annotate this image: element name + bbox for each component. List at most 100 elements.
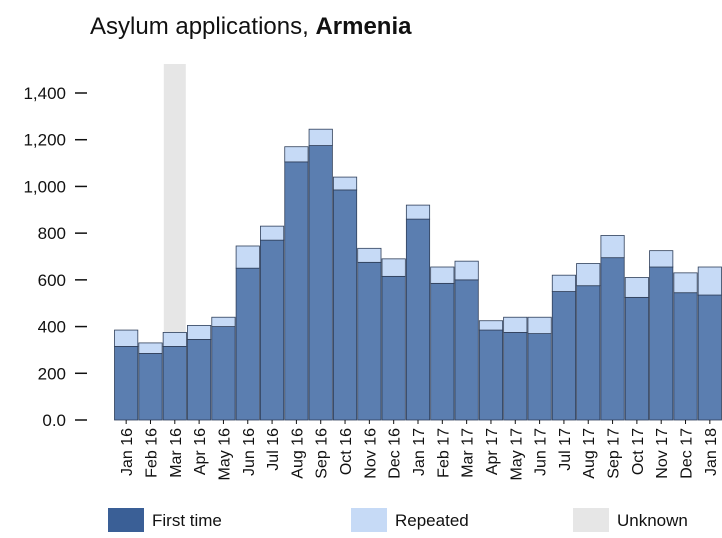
bar-repeated <box>673 272 698 294</box>
y-tick-label: 400 <box>38 318 66 337</box>
x-tick-label: May 16 <box>216 428 233 481</box>
y-tick-label: 1,400 <box>23 84 66 103</box>
bar-first-time <box>138 353 163 421</box>
x-tick-label: Mar 17 <box>460 428 477 478</box>
chart-title: Asylum applications, Armenia <box>90 13 412 40</box>
x-tick-label: Mar 16 <box>168 428 185 478</box>
x-tick-label: Jul 17 <box>557 428 574 471</box>
x-tick-label: Dec 17 <box>679 428 696 479</box>
bar-first-time <box>211 326 236 421</box>
x-tick-label: Dec 16 <box>387 428 404 479</box>
x-tick-label: Feb 17 <box>435 428 452 478</box>
bar-first-time <box>576 285 601 421</box>
bar-repeated <box>527 316 552 334</box>
bar-first-time <box>527 333 552 421</box>
bar-first-time <box>114 346 139 421</box>
bar-repeated <box>600 235 625 259</box>
unknown-highlight-layer <box>163 64 186 420</box>
y-tick-label: 600 <box>38 271 66 290</box>
bar-first-time <box>551 291 576 421</box>
bar-repeated <box>187 324 212 340</box>
bar-repeated <box>405 204 431 220</box>
bar-first-time <box>478 329 504 421</box>
x-tick-label: Oct 16 <box>338 428 355 475</box>
legend: First time Repeated Unknown <box>108 508 688 532</box>
bar-first-time <box>357 261 382 421</box>
unknown-band <box>163 64 186 420</box>
x-tick-label: Sep 16 <box>314 428 331 479</box>
bar-first-time <box>600 257 625 421</box>
bar-first-time <box>162 346 187 421</box>
bar-repeated <box>503 316 528 333</box>
bar-repeated <box>551 274 576 292</box>
bar-first-time <box>187 339 212 421</box>
legend-swatch-repeated <box>351 508 387 532</box>
x-tick-label: May 17 <box>508 428 525 481</box>
bar-repeated <box>284 146 309 163</box>
bar-repeated <box>454 260 479 281</box>
x-tick-label: Aug 17 <box>581 428 598 479</box>
bar-repeated <box>624 277 649 298</box>
bar-first-time <box>454 279 479 421</box>
x-tick-label: Apr 17 <box>484 428 501 475</box>
bar-first-time <box>235 267 260 421</box>
bar-first-time <box>503 332 528 421</box>
bar-repeated <box>576 263 601 287</box>
y-tick-label: 800 <box>38 224 66 243</box>
x-tick-label: Sep 17 <box>606 428 623 479</box>
bars-layer <box>114 128 722 421</box>
bar-repeated <box>649 250 674 268</box>
bar-first-time <box>405 218 431 421</box>
bar-repeated <box>430 266 455 284</box>
x-tick-label: Jan 18 <box>703 428 720 476</box>
bar-repeated <box>138 342 163 354</box>
bar-first-time <box>649 266 674 421</box>
y-tick-label: 0.0 <box>42 411 66 430</box>
y-tick-label: 200 <box>38 364 66 383</box>
bar-first-time <box>624 296 649 421</box>
x-tick-label: Nov 17 <box>654 428 671 479</box>
bar-repeated <box>357 247 382 263</box>
bar-first-time <box>284 161 309 421</box>
bar-repeated <box>332 176 358 191</box>
bar-first-time <box>430 282 455 421</box>
chart-title-emphasis: Armenia <box>315 13 412 40</box>
x-tick-label: Jan 16 <box>119 428 136 476</box>
x-tick-label: Oct 17 <box>630 428 647 475</box>
x-axis: Jan 16 Feb 16 Mar 16 Apr 16 May 16 Jun 16 Jul … <box>119 420 720 480</box>
y-tick-label: 1,000 <box>23 177 66 196</box>
bar-first-time <box>332 189 358 421</box>
bar-first-time <box>308 145 333 421</box>
legend-swatch-first-time <box>108 508 144 532</box>
legend-label-unknown: Unknown <box>617 511 688 530</box>
x-tick-label: Jun 17 <box>533 428 550 476</box>
bar-first-time <box>381 275 406 421</box>
x-tick-label: Jan 17 <box>411 428 428 476</box>
x-tick-label: Apr 16 <box>192 428 209 475</box>
x-tick-label: Jun 16 <box>241 428 258 476</box>
x-tick-label: Aug 16 <box>289 428 306 479</box>
bar-repeated <box>308 128 333 146</box>
y-tick-label: 1,200 <box>23 131 66 150</box>
bar-repeated <box>478 320 504 331</box>
bar-first-time <box>260 239 285 421</box>
bar-first-time <box>697 294 722 421</box>
bar-repeated <box>381 258 406 277</box>
y-axis: 0.0 200 400 600 800 1,000 1,200 1,400 <box>23 84 87 430</box>
chart-title-main: Asylum applications, <box>90 13 315 40</box>
legend-label-first-time: First time <box>152 511 222 530</box>
x-tick-label: Feb 16 <box>143 428 160 478</box>
bar-repeated <box>235 245 260 269</box>
bar-first-time <box>673 292 698 421</box>
bar-repeated <box>211 316 236 327</box>
x-tick-label: Jul 16 <box>265 428 282 471</box>
legend-label-repeated: Repeated <box>395 511 469 530</box>
bar-repeated <box>162 332 187 347</box>
legend-swatch-unknown <box>573 508 609 532</box>
bar-repeated <box>114 329 139 347</box>
bar-repeated <box>697 266 722 296</box>
bar-repeated <box>260 225 285 241</box>
x-tick-label: Nov 16 <box>362 428 379 479</box>
